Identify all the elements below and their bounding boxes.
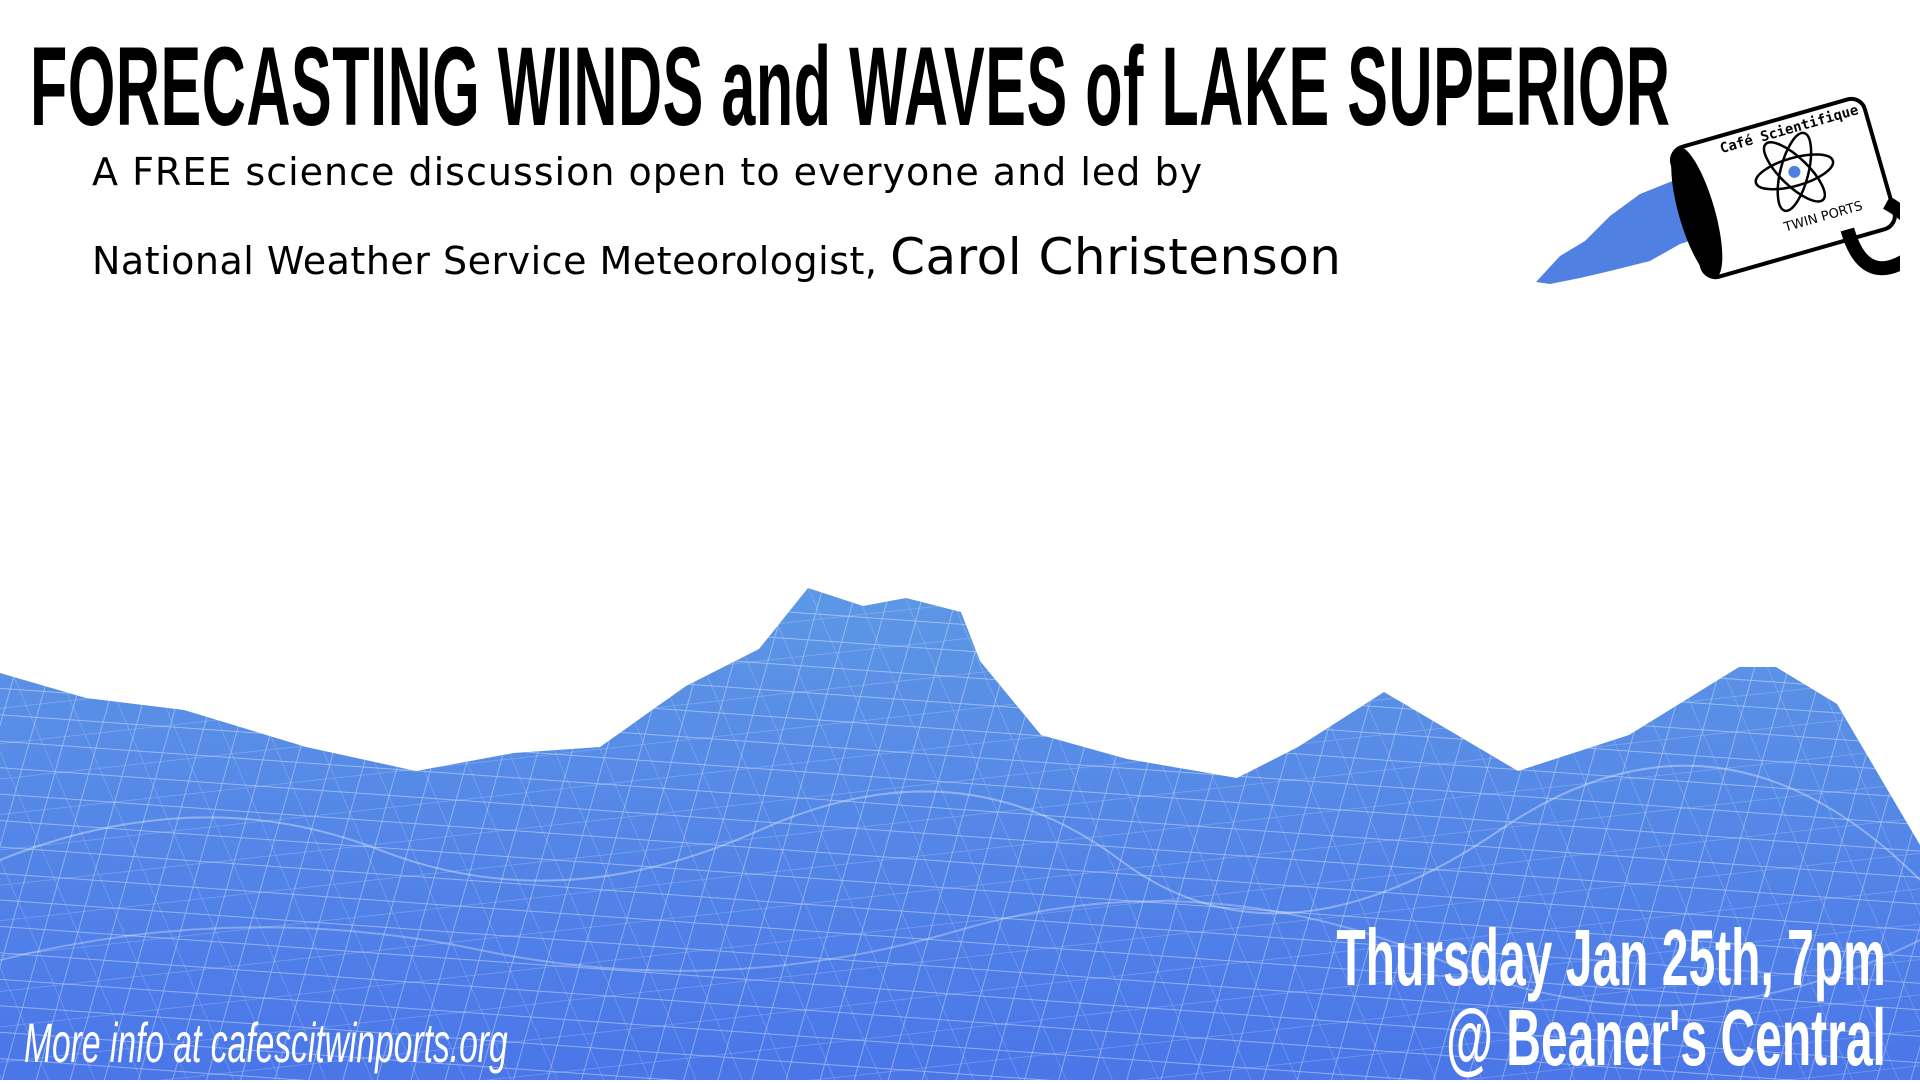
event-venue: @ Beaner's Central [1446, 993, 1886, 1082]
subtitle-line-2: National Weather Service Meteorologist, … [92, 228, 1341, 286]
subtitle-line-1: A FREE science discussion open to everyo… [92, 150, 1204, 194]
event-date-time: Thursday Jan 25th, 7pm [1336, 913, 1886, 1002]
more-info-link[interactable]: More info at cafescitwinports.org [24, 1011, 508, 1074]
speaker-name: Carol Christenson [890, 228, 1342, 286]
speaker-role: National Weather Service Meteorologist, [92, 239, 878, 283]
poster-title: FORECASTING WINDS and WAVES of LAKE SUPE… [30, 24, 1671, 149]
atom-icon [1754, 131, 1835, 213]
cafe-scientifique-logo: Café Scientifique TWIN PORTS [1536, 96, 1900, 284]
